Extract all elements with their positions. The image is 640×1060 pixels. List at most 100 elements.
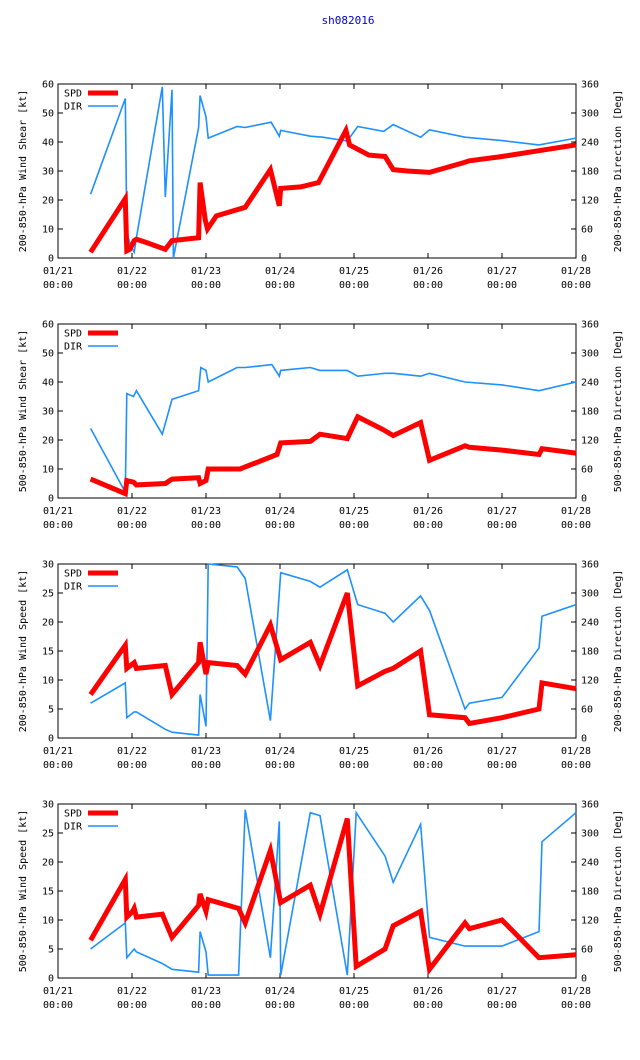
x-tick-label-time: 00:00 [561,760,591,771]
y-left-tick-label: 0 [48,974,54,985]
x-tick-label-time: 00:00 [265,760,295,771]
x-tick-label-date: 01/22 [117,986,147,997]
x-tick-label-time: 00:00 [413,520,443,531]
x-tick-label-time: 00:00 [487,280,517,291]
y-right-tick-label: 300 [581,349,599,360]
y-left-tick-label: 50 [42,109,54,120]
x-tick-label-time: 00:00 [265,280,295,291]
y-left-tick-label: 10 [42,465,54,476]
legend-dir-label: DIR [64,582,83,593]
x-tick-label-time: 00:00 [561,520,591,531]
y-right-tick-label: 0 [581,734,587,745]
x-tick-label-date: 01/26 [413,506,443,517]
x-tick-label-date: 01/23 [191,506,221,517]
x-tick-label-time: 00:00 [43,760,73,771]
y-right-tick-label: 60 [581,225,593,236]
x-tick-label-date: 01/25 [339,266,369,277]
x-tick-label-date: 01/24 [265,746,295,757]
panel-4: 05101520253006012018024030036001/2100:00… [18,800,624,1012]
x-tick-label-date: 01/22 [117,746,147,757]
y-left-axis-title: 500-850-hPa Wind Speed [kt] [18,810,29,973]
x-tick-label-date: 01/26 [413,986,443,997]
y-left-tick-label: 15 [42,887,54,898]
x-tick-label-date: 01/23 [191,746,221,757]
x-tick-label-time: 00:00 [117,520,147,531]
x-tick-label-date: 01/25 [339,746,369,757]
legend-spd-label: SPD [64,89,82,100]
y-left-tick-label: 30 [42,167,54,178]
y-right-tick-label: 360 [581,560,599,571]
x-tick-label-date: 01/27 [487,266,517,277]
panel-2: 0 10 20 30 40 50 60 0 60 120 180 240 300 360 01/21 00:0… [18,320,624,532]
legend-dir-label: DIR [64,822,83,833]
dir-series-line [90,563,577,736]
spd-series-line [88,817,577,976]
legend-spd-label: SPD [64,809,82,820]
x-tick-label-date: 01/21 [43,986,73,997]
x-tick-label-time: 00:00 [43,280,73,291]
x-tick-label-date: 01/23 [191,986,221,997]
y-right-tick-label: 180 [581,647,599,658]
y-left-tick-label: 40 [42,378,54,389]
x-tick-label-date: 01/27 [487,986,517,997]
x-tick-label-date: 01/26 [413,746,443,757]
y-left-tick-label: 20 [42,196,54,207]
y-right-tick-label: 300 [581,109,599,120]
x-tick-label-time: 00:00 [265,520,295,531]
x-tick-label-time: 00:00 [339,280,369,291]
y-right-axis-title: 200-850-hPa Direction [Deg] [613,570,624,733]
x-tick-label-time: 00:00 [117,760,147,771]
y-left-tick-label: 5 [48,945,54,956]
y-left-tick-label: 10 [42,916,54,927]
y-right-tick-label: 180 [581,407,599,418]
x-tick-label-date: 01/21 [43,266,73,277]
y-left-axis-title: 200-850-hPa Wind Shear [kt] [18,90,29,253]
y-right-tick-label: 60 [581,465,593,476]
y-right-tick-label: 60 [581,945,593,956]
x-tick-label-time: 00:00 [191,1000,221,1011]
y-left-tick-label: 0 [48,734,54,745]
x-tick-label-time: 00:00 [413,760,443,771]
x-tick-label-date: 01/24 [265,266,295,277]
y-right-tick-label: 360 [581,800,599,811]
legend-spd-label: SPD [64,569,82,580]
x-tick-label-time: 00:00 [339,760,369,771]
y-right-tick-label: 120 [581,196,599,207]
x-tick-label-date: 01/28 [561,986,591,997]
y-left-tick-label: 25 [42,829,54,840]
spd-series-line [88,123,577,255]
legend-dir-label: DIR [64,102,83,113]
y-left-tick-label: 0 [48,254,54,265]
plot-frame [57,323,577,499]
y-right-tick-label: 240 [581,138,599,149]
y-left-tick-label: 30 [42,560,54,571]
x-tick-label-date: 01/28 [561,506,591,517]
y-right-tick-label: 300 [581,829,599,840]
y-right-tick-label: 0 [581,254,587,265]
y-right-tick-label: 0 [581,974,587,985]
y-left-tick-label: 10 [42,225,54,236]
y-right-axis-title: 500-850-hPa Direction [Deg] [613,810,624,973]
y-left-tick-label: 20 [42,436,54,447]
y-right-axis-title: 200-850-hPa Direction [Deg] [613,90,624,253]
y-left-tick-label: 50 [42,349,54,360]
y-right-tick-label: 120 [581,916,599,927]
x-tick-label-time: 00:00 [43,520,73,531]
x-tick-label-date: 01/21 [43,746,73,757]
y-right-tick-label: 60 [581,705,593,716]
x-tick-label-time: 00:00 [561,1000,591,1011]
y-right-axis-title: 500-850-hPa Direction [Deg] [613,330,624,493]
dir-series-line [89,86,577,259]
y-right-tick-label: 120 [581,676,599,687]
y-right-tick-label: 180 [581,887,599,898]
y-left-tick-label: 30 [42,800,54,811]
x-tick-label-time: 00:00 [265,1000,295,1011]
x-tick-label-date: 01/22 [117,266,147,277]
x-tick-label-date: 01/28 [561,266,591,277]
dir-series-line [89,363,577,496]
y-left-axis-title: 200-850-hPa Wind Speed [kt] [18,570,29,733]
x-tick-label-time: 00:00 [339,520,369,531]
legend-spd-label: SPD [64,329,82,340]
y-right-tick-label: 360 [581,320,599,331]
y-right-tick-label: 180 [581,167,599,178]
